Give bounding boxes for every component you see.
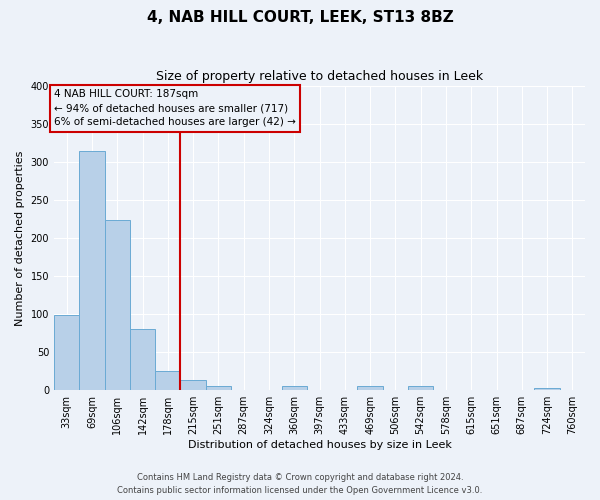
Bar [104,220,130,390]
Bar [79,151,104,390]
Text: 4, NAB HILL COURT, LEEK, ST13 8BZ: 4, NAB HILL COURT, LEEK, ST13 8BZ [146,10,454,25]
X-axis label: Distribution of detached houses by size in Leek: Distribution of detached houses by size … [188,440,451,450]
Bar [54,315,79,390]
Bar [281,386,307,390]
Text: 4 NAB HILL COURT: 187sqm
← 94% of detached houses are smaller (717)
6% of semi-d: 4 NAB HILL COURT: 187sqm ← 94% of detach… [54,90,296,128]
Bar [535,388,560,390]
Bar [358,386,383,390]
Text: Contains HM Land Registry data © Crown copyright and database right 2024.
Contai: Contains HM Land Registry data © Crown c… [118,474,482,495]
Bar [155,371,181,390]
Bar [130,328,155,390]
Bar [206,386,231,390]
Title: Size of property relative to detached houses in Leek: Size of property relative to detached ho… [156,70,483,83]
Y-axis label: Number of detached properties: Number of detached properties [15,150,25,326]
Bar [181,380,206,390]
Bar [408,386,433,390]
